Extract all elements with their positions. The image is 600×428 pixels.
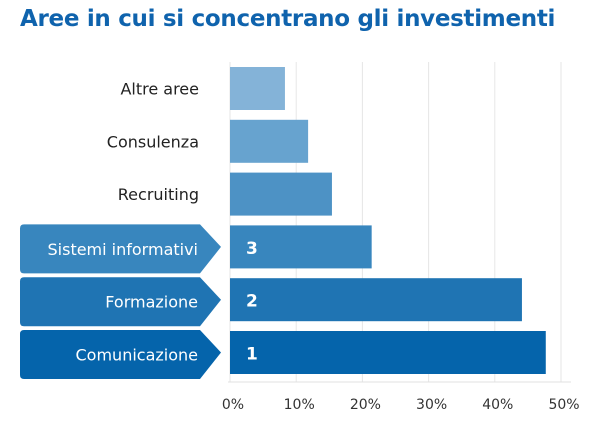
bar <box>230 278 522 322</box>
x-tick-label: 50% <box>548 397 579 413</box>
bar <box>230 225 372 269</box>
category-arrow-label <box>20 277 221 327</box>
rank-label: 2 <box>246 292 258 312</box>
y-category-label: Sistemi informativi <box>48 240 199 259</box>
chart-title: Aree in cui si concentrano gli investime… <box>20 6 556 32</box>
rank-label: 1 <box>246 345 258 365</box>
category-arrow-label <box>20 224 221 274</box>
y-category-label: Formazione <box>105 293 198 312</box>
bar <box>230 331 546 374</box>
category-arrow-label <box>20 330 221 379</box>
x-tick-label: 10% <box>284 397 315 413</box>
x-tick-label: 20% <box>350 397 381 413</box>
y-category-label: Consulenza <box>107 132 199 151</box>
x-tick-label: 30% <box>416 397 447 413</box>
rank-label: 3 <box>246 239 258 259</box>
y-category-label: Recruiting <box>118 185 199 204</box>
y-category-label: Comunicazione <box>76 346 199 365</box>
y-category-label: Altre aree <box>120 80 199 99</box>
x-tick-label: 40% <box>482 397 513 413</box>
x-tick-label: 0% <box>222 397 244 413</box>
bar <box>230 172 332 216</box>
bar <box>230 119 309 163</box>
bar <box>230 67 285 110</box>
